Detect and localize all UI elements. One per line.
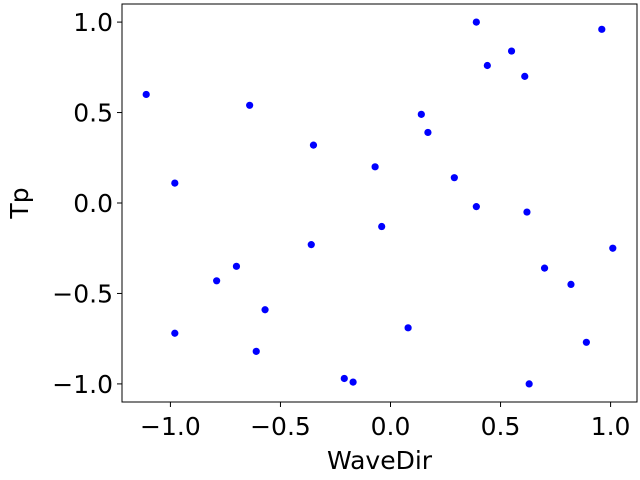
y-axis-ticks: −1.0 −0.5 0.0 0.5 1.0 xyxy=(52,8,122,399)
data-point xyxy=(371,163,379,171)
data-point xyxy=(567,280,575,289)
data-point xyxy=(582,338,590,346)
data-point xyxy=(261,306,269,314)
y-tick-label: 0.0 xyxy=(73,189,113,218)
data-point xyxy=(378,222,386,231)
data-point xyxy=(171,179,179,187)
data-point xyxy=(540,264,549,272)
data-point xyxy=(309,141,318,149)
data-point xyxy=(307,241,315,249)
data-point xyxy=(525,380,533,388)
x-tick-label: 0.5 xyxy=(481,412,521,441)
data-point xyxy=(232,262,241,270)
data-point xyxy=(507,47,516,55)
data-point xyxy=(598,25,606,33)
x-axis-label: WaveDir xyxy=(327,446,433,475)
x-axis-ticks: −1.0 −0.5 0.0 0.5 1.0 xyxy=(140,402,630,441)
data-point xyxy=(523,208,531,216)
points-layer xyxy=(142,18,617,388)
data-point xyxy=(472,203,480,211)
y-tick-label: 0.5 xyxy=(73,99,113,128)
y-tick-label: −0.5 xyxy=(52,279,113,308)
data-point xyxy=(521,72,529,80)
data-point xyxy=(171,329,179,337)
y-tick-label: −1.0 xyxy=(52,370,113,399)
data-point xyxy=(213,277,221,285)
data-point xyxy=(417,110,425,118)
data-point xyxy=(424,128,432,137)
data-point xyxy=(609,244,617,252)
y-axis-label: Tp xyxy=(5,187,34,219)
data-point xyxy=(142,90,150,99)
x-tick-label: 0.0 xyxy=(371,412,411,441)
data-point xyxy=(483,61,491,70)
data-point xyxy=(472,18,480,26)
data-point xyxy=(349,378,357,386)
x-tick-label: −1.0 xyxy=(140,412,201,441)
data-point xyxy=(252,347,260,355)
y-tick-label: 1.0 xyxy=(73,8,113,37)
x-tick-label: 1.0 xyxy=(591,412,631,441)
data-point xyxy=(340,374,348,383)
data-point xyxy=(246,101,254,109)
data-point xyxy=(404,324,412,332)
data-point xyxy=(450,174,458,182)
x-tick-label: −0.5 xyxy=(250,412,311,441)
